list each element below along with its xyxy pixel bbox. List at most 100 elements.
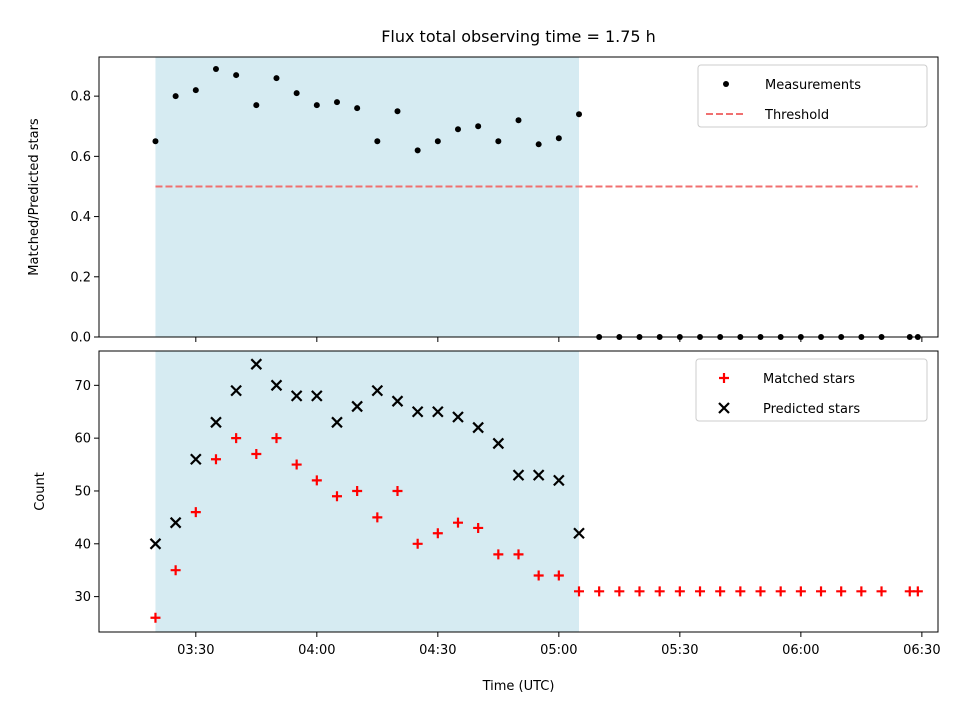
- matched-star-point: [533, 570, 544, 581]
- matched-star-point: [271, 433, 282, 444]
- bottom-panel-axes: 30 40 50 60 70 03:30 04:00 04:30 05:00 05:30 06:00…: [74, 379, 940, 658]
- predicted-star-point: [351, 400, 363, 413]
- legend-matched-swatch: [719, 373, 729, 383]
- matched-star-point: [331, 491, 342, 502]
- predicted-star-point: [149, 538, 162, 550]
- x-tick-label: 03:30: [177, 643, 214, 658]
- x-tick-label: 05:30: [661, 643, 698, 658]
- matched-star-point: [210, 454, 221, 465]
- legend-label: Measurements: [765, 78, 861, 93]
- y-tick-label: 30: [74, 590, 91, 605]
- measurement-point: [515, 117, 522, 124]
- measurement-point: [253, 102, 260, 109]
- measurement-point: [354, 105, 361, 112]
- matched-star-point: [291, 459, 302, 470]
- matched-star-point: [553, 570, 564, 581]
- matched-star-point: [674, 586, 685, 597]
- predicted-star-point: [311, 390, 323, 402]
- measurement-point: [535, 141, 542, 148]
- y-axis-label: Matched/Predicted stars: [27, 118, 42, 276]
- matched-star-point: [392, 485, 403, 496]
- matched-star-point: [912, 586, 923, 597]
- matched-star-point: [735, 586, 746, 597]
- matched-star-point: [634, 586, 645, 597]
- matched-star-point: [775, 586, 786, 597]
- y-axis-label: Count: [33, 472, 48, 511]
- bottom-panel-marks: [149, 358, 923, 623]
- matched-star-point: [594, 586, 605, 597]
- matched-star-point: [150, 612, 161, 623]
- legend-box: [697, 64, 928, 128]
- measurement-point: [414, 147, 421, 154]
- top-panel-marks: [152, 66, 921, 340]
- matched-star-point: [352, 485, 363, 496]
- matched-star-point: [836, 586, 847, 597]
- legend-label: Predicted stars: [763, 402, 860, 417]
- y-tick-label: 0.4: [70, 210, 91, 225]
- predicted-star-point: [492, 437, 505, 450]
- matched-star-point: [715, 586, 726, 597]
- measurement-point: [192, 87, 199, 94]
- predicted-star-point: [371, 384, 384, 397]
- top-legend: Measurements Threshold: [697, 64, 928, 128]
- y-tick-label: 40: [74, 537, 91, 552]
- matched-star-point: [473, 522, 484, 533]
- measurement-point: [374, 138, 381, 145]
- measurement-point: [313, 102, 320, 109]
- matched-star-point: [574, 586, 585, 597]
- matched-star-point: [190, 507, 201, 518]
- predicted-star-point: [190, 453, 202, 466]
- measurement-point: [495, 138, 502, 145]
- top-panel-axes: 0.0 0.2 0.4 0.6 0.8: [70, 90, 923, 346]
- measurement-point: [172, 93, 179, 100]
- predicted-star-point: [573, 527, 585, 540]
- measurement-point: [394, 108, 401, 115]
- bottom-panel: 30 40 50 60 70 03:30 04:00 04:30 05:00 05:30 06:00…: [33, 350, 941, 694]
- predicted-star-point: [472, 421, 484, 434]
- predicted-star-point: [391, 395, 404, 407]
- predicted-star-point: [290, 390, 303, 402]
- legend-measurement-swatch: [723, 81, 729, 87]
- matched-star-point: [795, 586, 806, 597]
- measurement-point: [333, 99, 340, 106]
- matched-star-point: [876, 586, 887, 597]
- y-tick-label: 70: [74, 379, 91, 394]
- predicted-star-point: [270, 379, 283, 392]
- matched-star-point: [372, 512, 383, 523]
- measurement-point: [212, 66, 219, 73]
- predicted-star-point: [169, 516, 182, 529]
- measurement-point: [475, 123, 482, 130]
- matched-star-point: [493, 549, 504, 560]
- y-tick-label: 0.2: [70, 270, 91, 285]
- observing-span-shade: [155, 351, 580, 632]
- matched-star-point: [432, 528, 443, 539]
- predicted-star-point: [553, 474, 565, 487]
- predicted-star-point: [532, 469, 545, 481]
- predicted-star-point: [432, 405, 444, 418]
- matched-star-point: [614, 586, 625, 597]
- observing-span-shade: [155, 57, 580, 337]
- y-tick-label: 0.0: [70, 331, 91, 346]
- y-tick-label: 0.6: [70, 150, 91, 165]
- bottom-legend: Matched stars Predicted stars: [695, 358, 928, 422]
- y-tick-label: 0.8: [70, 90, 91, 105]
- matched-star-point: [755, 586, 766, 597]
- matched-star-point: [412, 538, 423, 549]
- x-tick-label: 04:00: [298, 643, 335, 658]
- x-axis-label: Time (UTC): [482, 679, 555, 694]
- bottom-panel-frame: [98, 350, 939, 633]
- predicted-star-point: [210, 416, 222, 429]
- matched-star-point: [513, 549, 524, 560]
- predicted-star-point: [250, 358, 263, 370]
- x-tick-label: 05:00: [540, 643, 577, 658]
- matched-star-point: [695, 586, 706, 597]
- measurement-point: [233, 72, 240, 79]
- matched-star-point: [170, 565, 181, 576]
- legend-box: [695, 358, 928, 422]
- predicted-star-point: [331, 416, 343, 429]
- legend-predicted-swatch: [718, 402, 730, 414]
- legend-label: Threshold: [764, 108, 829, 123]
- measurement-point: [293, 90, 300, 97]
- x-tick-label: 04:30: [419, 643, 456, 658]
